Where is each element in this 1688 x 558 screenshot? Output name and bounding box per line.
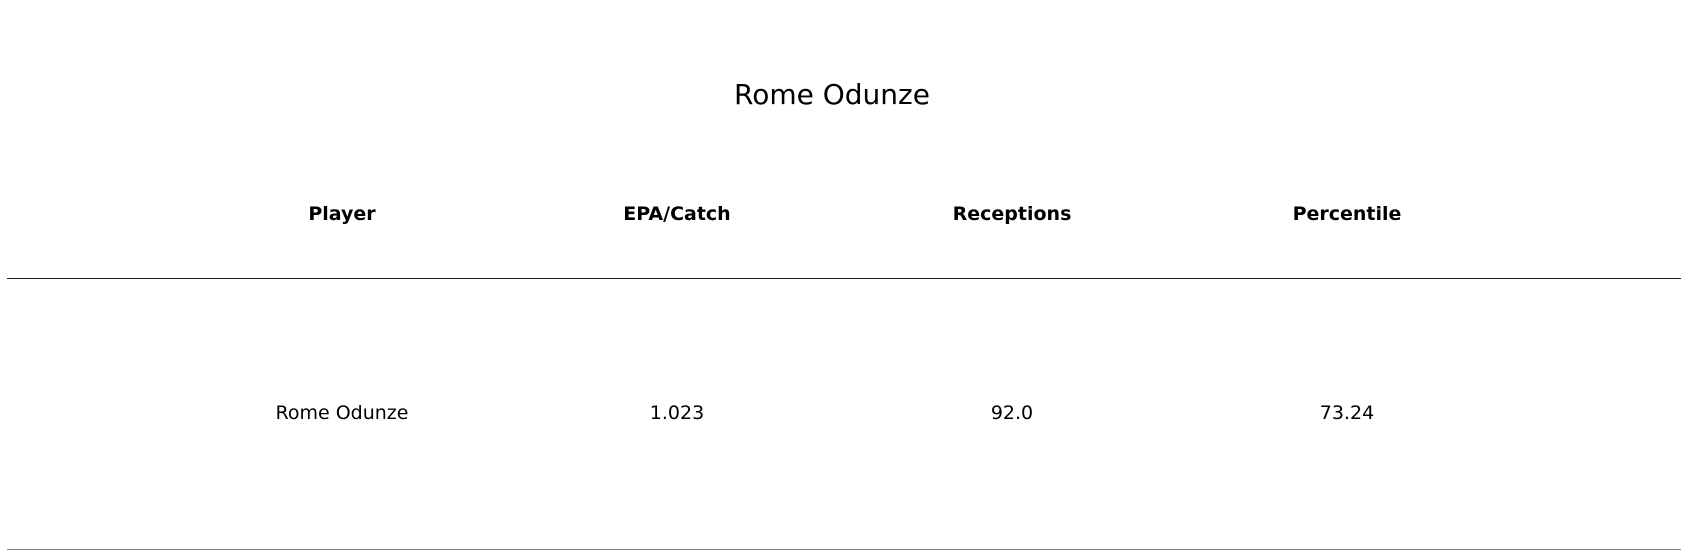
cell-percentile: 73.24 [1319, 402, 1375, 424]
table-title: Rome Odunze [734, 78, 930, 111]
cell-player: Rome Odunze [275, 402, 409, 424]
header-divider [7, 278, 1681, 279]
cell-epa-catch: 1.023 [649, 402, 705, 424]
column-header-percentile: Percentile [1292, 203, 1402, 225]
column-header-receptions: Receptions [952, 203, 1072, 225]
column-header-epa-catch: EPA/Catch [623, 203, 731, 225]
cell-receptions: 92.0 [990, 402, 1034, 424]
column-header-player: Player [308, 203, 376, 225]
table-bottom-border [7, 549, 1681, 550]
